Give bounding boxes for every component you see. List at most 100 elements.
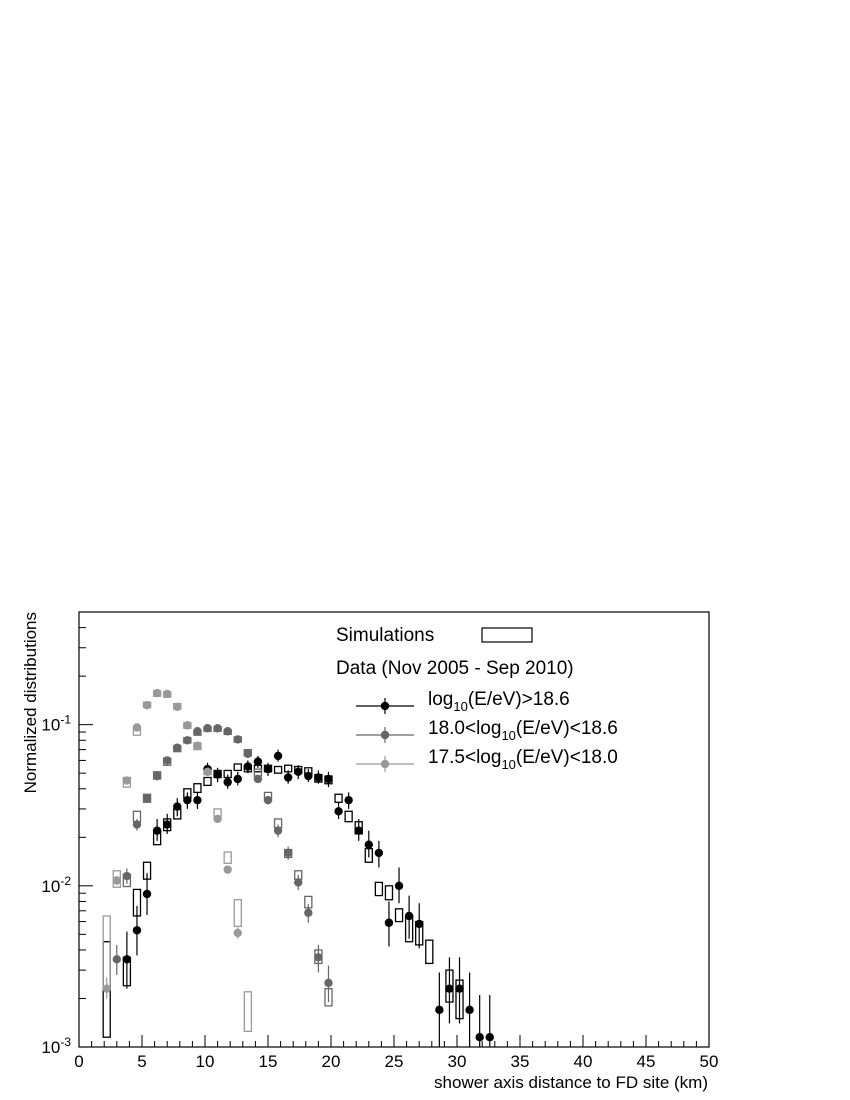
data-point [122,955,132,964]
data-point [415,919,424,929]
y-tick-base: 10 [41,1038,60,1057]
x-tick-label: 50 [700,1052,719,1071]
data-point [183,721,192,730]
data-point [142,889,152,899]
legend: Simulations Data (Nov 2005 - Sep 2010) l… [336,625,618,772]
data-point [455,984,464,993]
data-point [152,771,162,781]
x-tick-label: 45 [637,1052,656,1071]
data-point [112,876,122,885]
data-point [213,724,222,733]
data-point [152,826,162,835]
data-point [173,743,182,752]
y-axis-title: Normalized distributions [21,612,40,793]
legend-entry-label: 17.5<log10(E/eV)<18.0 [428,747,618,772]
data-point [253,757,263,766]
data-point [132,820,142,829]
data-point [294,878,303,887]
simulation-box [203,776,212,787]
data-point [163,820,172,829]
data-point [122,776,132,785]
simulation-box [233,763,242,772]
x-tick-label: 0 [74,1052,83,1071]
data-point [475,1033,484,1042]
simulation-box [233,899,242,928]
legend-simulations-label: Simulations [336,625,434,646]
data-point [263,764,273,774]
data-point [233,774,242,784]
y-tick-base: 10 [41,877,60,896]
data-point [142,701,152,710]
data-point [142,793,152,803]
simulation-box [344,810,353,823]
y-tick-label: 10-1 [41,713,71,735]
data-point [122,871,132,881]
data-point [294,767,303,776]
simulation-box [394,908,404,923]
data-point [465,1005,474,1015]
data-point [344,795,353,805]
simulation-box [334,793,343,803]
legend-entry-post: (E/eV)<18.0 [516,747,618,768]
data-point [404,911,414,921]
data-point [435,1005,444,1015]
data-point [213,770,222,779]
data-point [233,928,242,938]
data-point [273,751,283,761]
y-tick-base: 10 [41,716,60,735]
data-point [173,802,182,811]
simulation-box [374,881,384,897]
data-point [263,795,273,805]
x-tick-label: 5 [137,1052,146,1071]
data-point [163,756,172,765]
data-point [163,689,172,699]
data-point [314,773,323,782]
data-point [384,918,394,927]
data-point [283,848,293,858]
legend-entry-label: 18.0<log10(E/eV)<18.6 [428,718,618,743]
x-axis-title: shower axis distance to FD site (km) [434,1073,708,1092]
data-point [233,735,242,744]
legend-entry-sub: 10 [453,699,467,714]
data-point [354,826,363,835]
x-tick-label: 15 [259,1052,278,1071]
legend-marker-dot [380,759,390,769]
legend-entry-pre: 18.0<log [428,718,501,739]
x-tick-label: 25 [385,1052,404,1071]
data-point [223,727,232,736]
legend-simulation-swatch [481,627,533,643]
data-point [132,926,142,935]
data-point [152,688,162,698]
data-point [374,848,384,858]
legend-entry-post: (E/eV)<18.6 [516,718,618,739]
data-point [445,984,454,993]
simulation-box [384,885,394,901]
data-point [223,865,232,874]
legend-entry-pre: log [428,689,453,710]
data-point [485,1033,494,1042]
data-point [203,724,212,733]
data-point [203,767,212,776]
simulation-box [243,991,253,1033]
data-point [314,953,323,962]
data-point [173,702,182,712]
data-point [324,774,333,784]
data-point [193,727,202,736]
data-point [273,826,283,835]
legend-entry-pre: 17.5<log [428,747,501,768]
data-point [243,749,253,758]
simulation-box [193,783,202,794]
x-tick-label: 35 [511,1052,530,1071]
y-tick-exponent: -2 [60,874,71,888]
simulation-box [273,765,283,774]
legend-data-label: Data (Nov 2005 - Sep 2010) [336,658,574,679]
data-point [364,840,373,849]
simulation-box [425,939,434,965]
x-tick-label: 40 [574,1052,593,1071]
plot-layer [102,688,494,1047]
data-point [334,807,343,816]
y-tick-exponent: -1 [60,713,71,727]
legend-marker-dot [380,730,390,740]
